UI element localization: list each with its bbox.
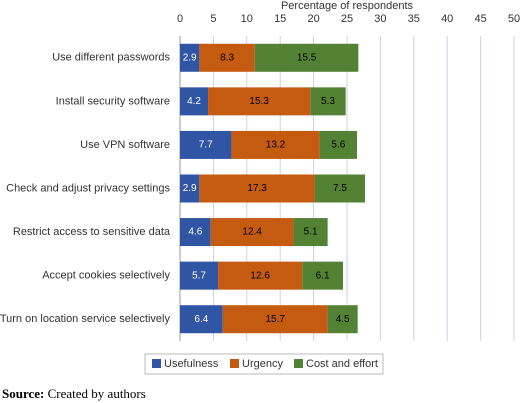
value-label: 2.9 bbox=[183, 183, 197, 194]
bar-segment bbox=[319, 130, 358, 159]
bar-segment bbox=[180, 218, 211, 247]
value-label: 15.5 bbox=[297, 52, 317, 63]
bar-segment bbox=[180, 43, 200, 72]
value-label: 4.6 bbox=[188, 227, 202, 238]
bar-segment bbox=[199, 174, 315, 203]
x-tick-label: 40 bbox=[441, 13, 453, 25]
legend-label: Cost and effort bbox=[306, 358, 378, 370]
legend-swatch bbox=[152, 359, 161, 368]
x-tick-label: 5 bbox=[210, 13, 216, 25]
bar-segment bbox=[231, 130, 320, 159]
source-label: Source: bbox=[2, 386, 45, 401]
value-label: 4.5 bbox=[336, 314, 350, 325]
bar-segment bbox=[310, 87, 346, 116]
legend-label: Urgency bbox=[242, 358, 283, 370]
category-label: Use different passwords bbox=[52, 52, 170, 64]
legend-box bbox=[144, 353, 384, 375]
value-label: 13.2 bbox=[266, 140, 286, 151]
value-label: 5.3 bbox=[321, 96, 335, 107]
bar-segment bbox=[254, 43, 359, 72]
bar-segment bbox=[327, 305, 358, 334]
legend-swatch bbox=[230, 359, 239, 368]
value-label: 12.6 bbox=[250, 270, 270, 281]
bar-segment bbox=[199, 43, 255, 72]
bar-segment bbox=[293, 218, 328, 247]
source-text: Created by authors bbox=[47, 386, 146, 401]
source: Source: Created by authors bbox=[2, 386, 146, 402]
bar-segment bbox=[208, 87, 311, 116]
value-label: 17.3 bbox=[247, 183, 267, 194]
bar-segment bbox=[180, 87, 209, 116]
value-label: 15.7 bbox=[265, 314, 285, 325]
bar-segment bbox=[180, 261, 219, 290]
chart: Percentage of respondents 0 5 10 15 20 25 30 35… bbox=[0, 0, 520, 375]
bar-segment bbox=[302, 261, 343, 290]
bar-segment bbox=[180, 305, 223, 334]
value-label: 5.1 bbox=[304, 227, 318, 238]
value-label: 12.4 bbox=[242, 227, 262, 238]
value-label: 5.6 bbox=[331, 140, 345, 151]
bar-segment bbox=[314, 174, 366, 203]
value-label: 7.5 bbox=[333, 183, 347, 194]
category-label: Restrict access to sensitive data bbox=[13, 226, 171, 238]
value-label: 5.7 bbox=[192, 270, 206, 281]
x-tick-label: 15 bbox=[274, 13, 286, 25]
category-label: Check and adjust privacy settings bbox=[6, 182, 170, 194]
category-label: Use VPN software bbox=[80, 139, 170, 151]
category-label: Install security software bbox=[56, 95, 170, 107]
x-tick-label: 50 bbox=[508, 13, 520, 25]
x-tick-label: 25 bbox=[341, 13, 353, 25]
bar-segment bbox=[218, 261, 303, 290]
x-tick-label: 30 bbox=[374, 13, 386, 25]
value-label: 4.2 bbox=[187, 96, 201, 107]
legend-label: Usefulness bbox=[164, 358, 219, 370]
x-tick-label: 0 bbox=[177, 13, 183, 25]
category-label: Turn on location service selectively bbox=[0, 313, 170, 325]
bar-segment bbox=[180, 174, 200, 203]
bar-segment bbox=[210, 218, 294, 247]
value-label: 7.7 bbox=[199, 140, 213, 151]
bar-segment bbox=[222, 305, 328, 334]
x-tick-label: 10 bbox=[241, 13, 253, 25]
value-label: 8.3 bbox=[220, 52, 234, 63]
x-tick-label: 45 bbox=[474, 13, 486, 25]
x-tick-label: 35 bbox=[408, 13, 420, 25]
value-label: 2.9 bbox=[183, 52, 197, 63]
axis-title: Percentage of respondents bbox=[281, 0, 414, 12]
legend-swatch bbox=[294, 359, 303, 368]
value-label: 6.1 bbox=[316, 270, 330, 281]
value-label: 15.3 bbox=[249, 96, 269, 107]
category-label: Accept cookies selectively bbox=[42, 270, 170, 282]
x-tick-label: 20 bbox=[307, 13, 319, 25]
bar-segment bbox=[180, 130, 232, 159]
value-label: 6.4 bbox=[194, 314, 208, 325]
